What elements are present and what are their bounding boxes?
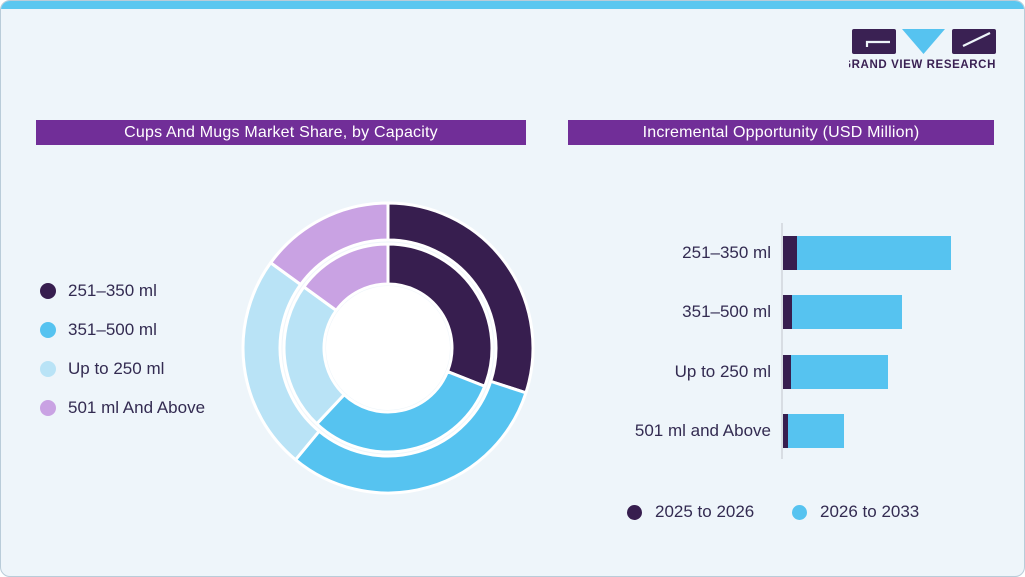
donut-chart-title: Cups And Mugs Market Share, by Capacity (36, 120, 526, 145)
bar-segment-2026-2033 (788, 414, 844, 448)
bar-chart-title: Incremental Opportunity (USD Million) (568, 120, 994, 145)
legend-item-2025-2026: 2025 to 2026 (627, 502, 755, 521)
bar-segment-2026-2033 (797, 236, 951, 270)
legend-swatch-icon (40, 360, 56, 377)
legend-swatch-icon (792, 504, 807, 520)
legend-item-label: 351–500 ml (68, 319, 157, 339)
donut-svg (241, 201, 535, 495)
bar-segment-2025-2026 (783, 236, 797, 270)
logo-g-cut (865, 40, 890, 47)
bar-segment-2026-2033 (792, 295, 902, 329)
bar-row (783, 355, 888, 389)
legend-item-label: 2026 to 2033 (820, 502, 920, 521)
legend-swatch-icon (627, 504, 642, 520)
legend-item-501-above: 501 ml And Above (40, 397, 206, 417)
bar-row (783, 414, 844, 448)
bar-segment-2025-2026 (783, 414, 788, 448)
bar-chart-axis (781, 223, 783, 459)
donut-legend: 251–350 ml 351–500 ml Up to 250 ml 501 m… (40, 280, 206, 417)
bar-segment-2025-2026 (783, 295, 792, 329)
bar-segment-2025-2026 (783, 355, 791, 389)
legend-item-label: Up to 250 ml (68, 358, 165, 378)
gvr-logo-icon (852, 29, 996, 54)
logo-v-triangle (902, 29, 945, 54)
legend-item-351-500: 351–500 ml (40, 319, 205, 339)
legend-item-label: 501 ml And Above (68, 397, 206, 417)
bar-row-label: 351–500 ml (682, 302, 771, 321)
legend-swatch-icon (40, 282, 56, 299)
bar-row-label: 501 ml and Above (634, 421, 771, 440)
bar-row (783, 236, 951, 270)
legend-swatch-icon (40, 399, 56, 416)
logo-wordmark: GRAND VIEW RESEARCH (849, 59, 996, 71)
legend-swatch-icon (40, 321, 56, 338)
legend-item-251-350: 251–350 ml (40, 280, 205, 300)
bar-segment-2026-2033 (791, 355, 888, 389)
legend-item-2026-2033: 2026 to 2033 (792, 502, 920, 521)
bar-row-label: 251–350 ml (682, 243, 771, 262)
legend-item-label: 251–350 ml (68, 280, 157, 300)
logo-r-cut (962, 32, 991, 47)
bar-row (783, 295, 902, 329)
market-share-donut-chart (228, 188, 548, 508)
top-accent-strip (1, 1, 1024, 9)
legend-item-up-to-250: Up to 250 ml (40, 358, 205, 378)
legend-item-label: 2025 to 2026 (655, 502, 755, 521)
grand-view-research-logo: GRAND VIEW RESEARCH (849, 29, 996, 71)
bar-row-label: Up to 250 ml (674, 362, 771, 381)
